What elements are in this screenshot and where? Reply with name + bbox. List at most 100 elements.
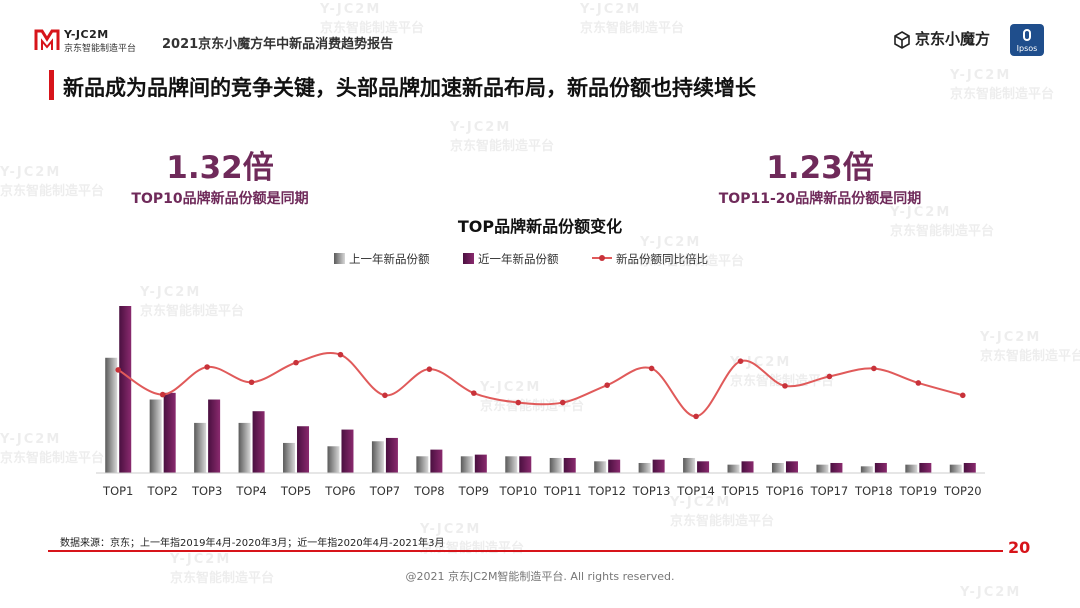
- logo-name: Y-JC2M: [64, 28, 109, 41]
- x-tick-label: TOP8: [413, 484, 444, 498]
- ratio-point: [559, 399, 566, 406]
- bar-prev-year: [460, 456, 473, 473]
- x-tick-label: TOP14: [676, 484, 715, 498]
- x-tick-label: TOP16: [765, 484, 804, 498]
- legend-label-recent: 近一年新品份额: [478, 252, 559, 266]
- x-tick-label: TOP4: [235, 484, 266, 498]
- x-tick-label: TOP9: [458, 484, 489, 498]
- x-tick-label: TOP3: [191, 484, 222, 498]
- x-tick-label: TOP15: [721, 484, 760, 498]
- ratio-point: [426, 366, 433, 372]
- x-tick-label: TOP20: [943, 484, 982, 498]
- bar-recent-year: [874, 462, 887, 473]
- ratio-point: [871, 365, 877, 372]
- stat-top10: 1.32倍 TOP10品牌新品份额是同期: [110, 142, 330, 208]
- legend-swatch-prev: [334, 253, 345, 264]
- ratio-point: [471, 390, 477, 396]
- x-tick-label: TOP6: [324, 484, 355, 498]
- stat-value: 1.23倍: [766, 150, 874, 186]
- bar-recent-year: [608, 459, 621, 473]
- copyright: @2021 京东JC2M智能制造平台. All rights reserved.: [405, 570, 675, 583]
- bar-prev-year: [727, 464, 740, 473]
- bar-recent-year: [563, 457, 576, 473]
- ipsos-name: Ipsos: [1016, 44, 1038, 53]
- bar-prev-year: [771, 462, 784, 473]
- bar-prev-year: [905, 464, 918, 473]
- bar-recent-year: [963, 462, 976, 473]
- page-number: 20: [1008, 538, 1031, 557]
- bar-prev-year: [949, 464, 962, 473]
- stat-top11-20: 1.23倍 TOP11-20品牌新品份额是同期: [700, 142, 940, 208]
- bar-prev-year: [638, 462, 651, 473]
- ipsos-logo: Ipsos: [1010, 24, 1044, 56]
- bar-recent-year: [785, 461, 798, 473]
- bar-recent-year: [208, 399, 221, 473]
- bar-recent-year: [919, 462, 932, 473]
- legend-label-ratio: 新品份额同比倍比: [616, 252, 708, 266]
- stat-value: 1.32倍: [166, 150, 274, 186]
- ratio-line: [117, 351, 964, 418]
- bar-prev-year: [194, 422, 207, 473]
- jc2m-logo: Y-JC2M 京东智能制造平台: [34, 28, 154, 54]
- stat-label: TOP10品牌新品份额是同期: [131, 191, 309, 207]
- brand-name: 京东小魔方: [915, 30, 991, 48]
- x-tick-label: TOP7: [369, 484, 400, 498]
- x-tick-label: TOP10: [498, 484, 537, 498]
- bar-prev-year: [594, 461, 607, 473]
- bar-prev-year: [683, 457, 696, 473]
- x-tick-label: TOP18: [854, 484, 893, 498]
- x-tick-label: TOP2: [147, 484, 178, 498]
- page-headline: 新品成为品牌间的竞争关键，头部品牌加速新品布局，新品份额也持续增长: [63, 76, 756, 100]
- bar-recent-year: [297, 426, 310, 473]
- bar-prev-year: [549, 457, 562, 473]
- x-tick-label: TOP11: [543, 484, 582, 498]
- ratio-point: [915, 380, 922, 386]
- report-title: 2021京东小魔方年中新品消费趋势报告: [162, 37, 394, 52]
- legend-swatch-recent: [463, 253, 474, 264]
- stat-label: TOP11-20品牌新品份额是同期: [718, 191, 922, 207]
- ipsos-mark-icon: [1023, 29, 1031, 41]
- ratio-point: [337, 351, 344, 358]
- x-tick-label: TOP17: [810, 484, 849, 498]
- x-tick-label: TOP5: [280, 484, 311, 498]
- data-source-note: 数据来源：京东；上一年指2019年4月-2020年3月；近一年指2020年4月-…: [60, 538, 445, 549]
- ratio-point: [382, 392, 388, 399]
- bar-prev-year: [283, 442, 296, 473]
- bar-recent-year: [341, 429, 354, 473]
- bar-recent-year: [741, 461, 754, 473]
- x-tick-labels: TOP1 TOP2 TOP3 TOP4 TOP5 TOP6 TOP7 TOP8 TOP9 TOP1…: [102, 484, 982, 498]
- bar-recent-year: [519, 456, 532, 473]
- legend-marker-ratio: [599, 255, 605, 261]
- bar-recent-year: [252, 411, 265, 473]
- ratio-point: [515, 399, 522, 406]
- ratio-point: [204, 364, 210, 370]
- headline-accent-bar: [49, 70, 54, 100]
- bar-prev-year: [416, 456, 429, 473]
- bar-prev-year: [238, 422, 251, 473]
- ratio-point: [782, 383, 788, 389]
- bar-prev-year: [371, 441, 384, 473]
- bar-recent-year: [652, 459, 665, 473]
- ratio-point: [159, 391, 166, 398]
- x-tick-label: TOP19: [898, 484, 937, 498]
- bar-recent-year: [119, 306, 132, 473]
- legend-label-prev: 上一年新品份额: [349, 252, 430, 266]
- ratio-point: [604, 382, 610, 388]
- bar-prev-year: [860, 466, 873, 473]
- bar-prev-year: [327, 446, 340, 473]
- bar-recent-year: [163, 392, 176, 473]
- chart-legend: 上一年新品份额 近一年新品份额 新品份额同比倍比: [334, 252, 708, 266]
- bar-group: [105, 306, 976, 473]
- ratio-line-group: [115, 351, 966, 420]
- footer-divider: [48, 550, 1003, 552]
- ratio-point: [115, 367, 122, 373]
- bar-recent-year: [474, 454, 487, 473]
- bar-prev-year: [505, 456, 518, 473]
- ratio-point: [648, 365, 655, 372]
- x-tick-label: TOP12: [587, 484, 626, 498]
- jc2m-logo-icon: [34, 29, 60, 50]
- bar-prev-year: [105, 357, 118, 473]
- ratio-point: [959, 392, 966, 399]
- ratio-point: [826, 373, 833, 380]
